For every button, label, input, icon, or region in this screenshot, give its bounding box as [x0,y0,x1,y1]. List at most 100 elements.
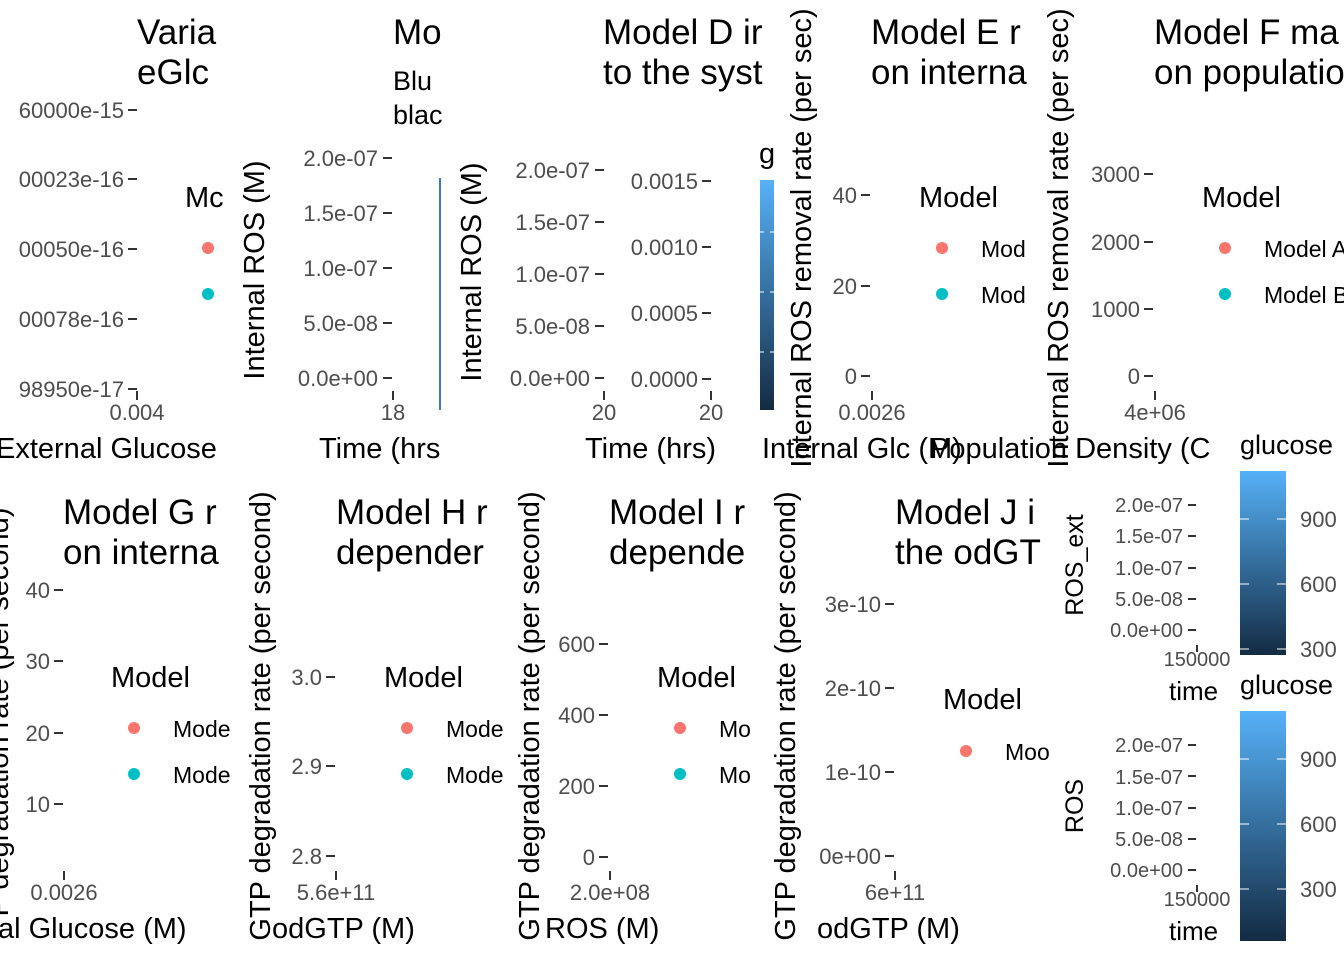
panel-1-y-tick: 60000e-15 [19,98,124,123]
panel-7-title-line-2: on interna [63,533,219,572]
panel-8-y-tick: 3.0 [291,665,322,690]
panel-9-y-tick: 200 [558,774,595,799]
panel-12-colorbar [1240,711,1286,941]
panel-7-y-tick: 10 [26,792,50,817]
panel-8-title-line-1: Model H r [336,493,488,532]
panel-7-title-line-1: Model G r [63,493,217,532]
panel-5-legend-title: Model [919,182,998,214]
panel-9-legend-label-a: Mo [719,716,751,742]
panel-5-y-tick: 0 [845,364,857,389]
panel-2-subtitle-line-1: Blu [393,66,432,96]
panel-5-y-tick: 40 [833,183,857,208]
panel-5-x-tick: 0.0026 [838,400,905,425]
panel-2-y-tick: 5.0e-08 [303,311,378,336]
panel-3: Model D ir to the syst Internal ROS (M) … [456,13,763,465]
panel-6-y-axis-title: Internal ROS removal rate (per sec) [1043,8,1075,467]
panel-1-y-tick: 00078e-16 [19,307,124,332]
panel-1-y-tick: 00023e-16 [19,167,124,192]
panel-10-legend-key-a [960,745,972,757]
panel-7-legend-label-a: Mode [173,716,231,742]
panel-8-legend-label-b: Mode [446,762,504,788]
panel-6-legend-title: Model [1202,182,1281,214]
panel-10-y-tick: 3e-10 [825,592,881,617]
panel-9-y-tick: 600 [558,632,595,657]
panel-6-x-tick: 4e+06 [1124,400,1186,425]
panel-10-legend-label-a: Moo [1005,739,1050,765]
panel-4-colorbar [760,180,774,410]
panel-9-x-axis-title: ROS (M) [545,913,659,945]
panel-7-legend-key-b [128,768,140,780]
panel-11-x-axis-title: time [1169,676,1218,706]
panel-6-legend-label-a: Model A [1264,236,1344,262]
panel-9-x-tick: 2.0e+08 [570,880,650,905]
panel-1-title-line-1: Varia [137,13,217,52]
panel-10-legend-title: Model [943,684,1022,716]
panel-9-legend-label-b: Mo [719,762,751,788]
panel-8-legend-title: Model [384,662,463,694]
panel-5-legend-label-a: Mod [981,236,1026,262]
panel-6-legend-label-b: Model B [1264,282,1344,308]
panel-4-y-tick: 0.0015 [631,169,698,194]
panel-9-legend-title: Model [657,662,736,694]
panel-12-colorbar-label: 600 [1300,812,1337,837]
panel-3-x-tick: 20 [592,400,616,425]
panel-9-title-line-2: depende [609,533,745,572]
panel-2: Mo Blu blac Internal ROS (M) 2.0e-07 1.5… [239,13,443,465]
panel-1-legend-key-b [202,288,214,300]
panel-9-y-axis-title: GTP degradation rate (per second) [514,491,546,940]
panel-8-x-axis-title: odGTP (M) [272,913,415,945]
panel-10-y-tick: 2e-10 [825,676,881,701]
panel-8-legend-key-b [401,768,413,780]
panel-10-x-tick: 6e+11 [865,880,925,905]
panel-5-legend-key-b [936,288,948,300]
panel-9-y-tick: 0 [583,845,595,870]
panel-4-colorbar-title: g [759,138,775,170]
panel-12-colorbar-title: glucose [1240,670,1333,700]
panel-4-y-tick: 0.0010 [631,235,698,260]
panel-7-y-axis-title: P degradation rate (per second) [0,508,15,917]
panel-4-y-tick: 0.0000 [631,367,698,392]
panel-11-y-tick: 1.5e-07 [1115,526,1183,548]
panel-9-legend-key-a [674,722,686,734]
panel-9: Model I r depende GTP degradation rate (… [514,491,751,945]
panel-11-y-tick: 1.0e-07 [1115,558,1183,580]
panel-7-legend-label-b: Mode [173,762,231,788]
panel-9-legend-key-b [674,768,686,780]
panel-10-y-axis-title: GTP degradation rate (per second) [770,491,802,940]
panel-5-title-line-1: Model E r [871,13,1021,52]
panel-1-y-tick: 00050e-16 [19,237,124,262]
panel-12-colorbar-label: 900 [1300,747,1337,772]
panel-11-colorbar [1240,471,1286,655]
panel-1-legend-title: Mc [185,182,224,214]
panel-6: Model F ma on populatio Internal ROS rem… [930,8,1344,467]
panel-5-legend-key-a [936,242,948,254]
panel-5-legend-label-b: Mod [981,282,1026,308]
panel-2-y-tick: 1.5e-07 [303,201,378,226]
panel-6-title-line-2: on populatio [1154,53,1344,92]
panel-11-y-tick: 0.0e+00 [1110,620,1183,642]
panel-11-colorbar-label: 900 [1300,507,1337,532]
panel-4-y-tick: 0.0005 [631,301,698,326]
panel-8-legend-key-a [401,722,413,734]
panel-1-y-tick: 98950e-17 [19,377,124,402]
panel-6-legend-key-a [1219,242,1231,254]
panel-11-colorbar-label: 600 [1300,572,1337,597]
panel-12-x-tick: 150000 [1164,889,1231,911]
panel-12-colorbar-label: 300 [1300,877,1337,902]
panel-12-y-axis-title: ROS [1061,779,1089,833]
panel-10-title-line-2: the odGT [895,533,1041,572]
panel-8-y-axis-title: GTP degradation rate (per second) [245,491,277,940]
panel-11-x-tick: 150000 [1164,649,1231,671]
panel-8-y-tick: 2.9 [291,754,322,779]
panel-11-colorbar-title: glucose [1240,430,1333,460]
panel-8-legend-label-a: Mode [446,716,504,742]
panel-2-x-axis-title: Time (hrs [319,433,440,465]
panel-10: Model J i the odGT GTP degradation rate … [770,491,1050,945]
panel-5-x-axis-title: Internal Glc (M) [762,433,962,465]
panel-3-y-tick: 1.5e-07 [515,210,590,235]
panel-10-y-tick: 0e+00 [819,844,881,869]
panel-2-y-tick: 0.0e+00 [298,366,378,391]
panel-3-y-tick: 2.0e-07 [515,158,590,183]
panel-7-x-tick: 0.0026 [30,880,97,905]
